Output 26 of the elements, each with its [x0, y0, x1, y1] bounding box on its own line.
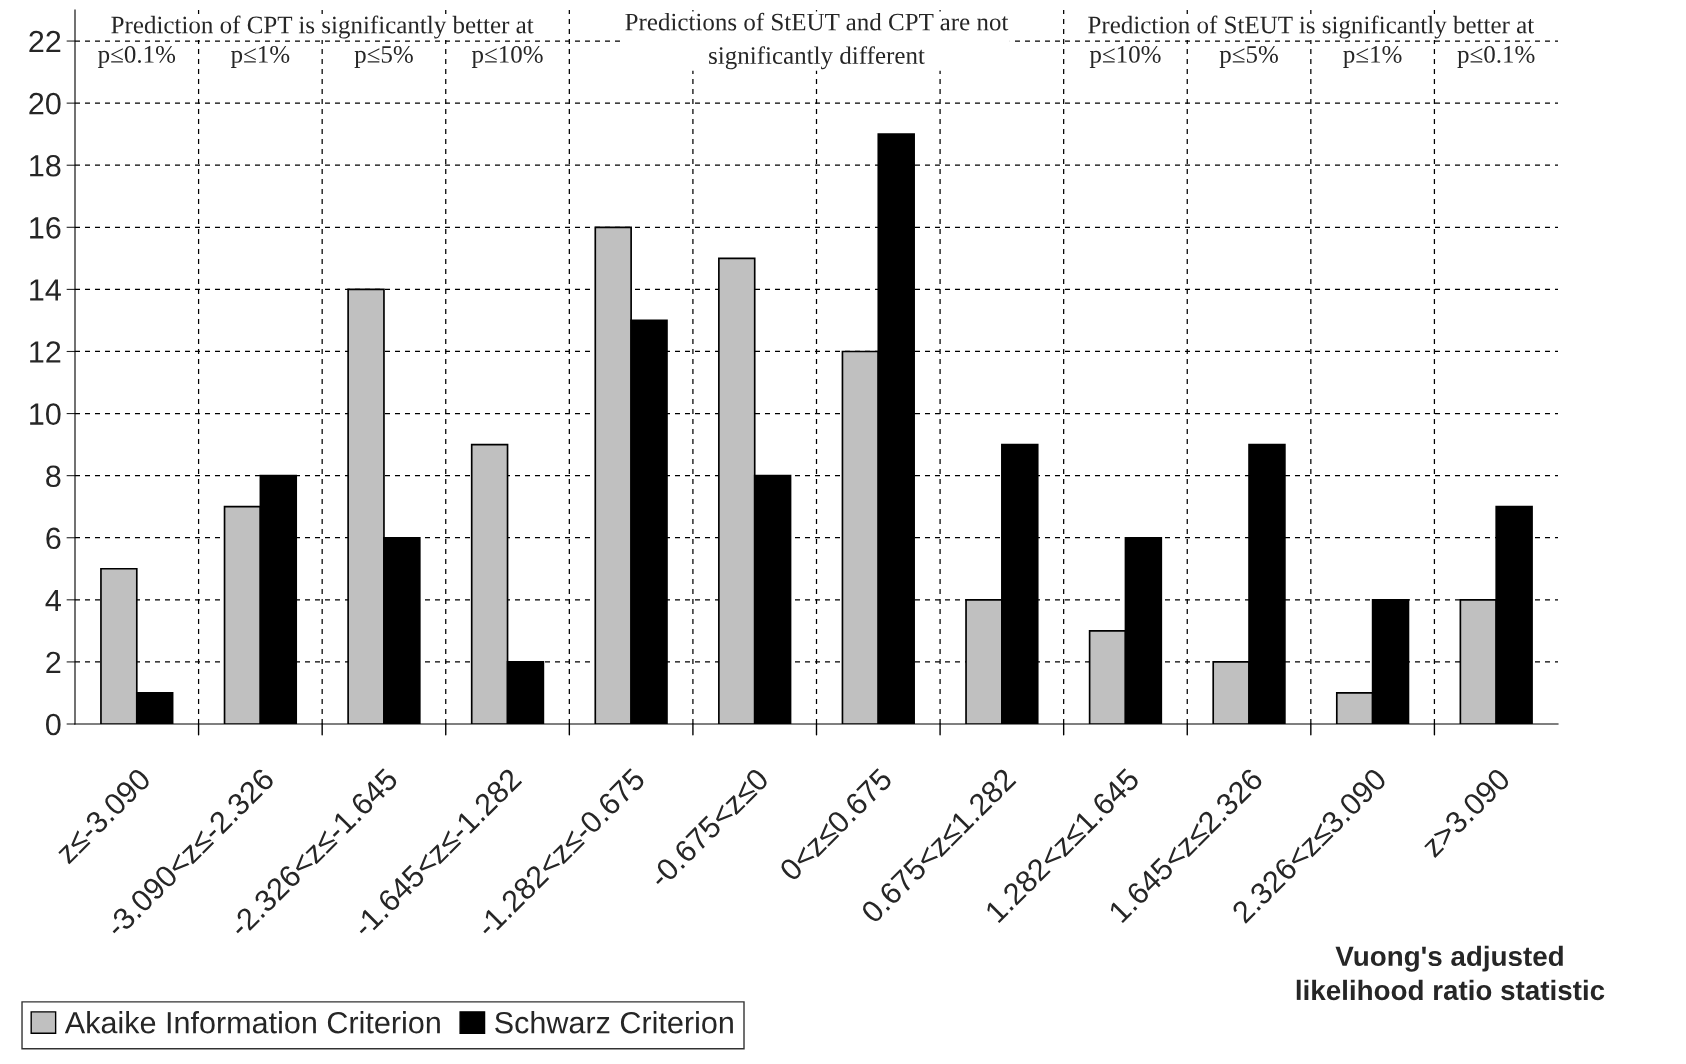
y-tick-label: 22	[29, 30, 61, 53]
y-tick-label: 14	[30, 279, 61, 301]
y-tick-label: 12	[30, 341, 61, 363]
y-tick-label: 2	[46, 651, 61, 673]
y-tick-label: 18	[30, 154, 61, 177]
annotation: Prediction of StEUT is significantly better at	[1088, 15, 1535, 39]
annotation: p≤5%	[354, 45, 413, 68]
y-tick-label: 16	[30, 217, 61, 239]
annotation: Predictions of StEUT and CPT are not significantly different	[625, 12, 1009, 70]
x-axis-title: Vuong's adjusted likelihood ratio statistic	[1296, 945, 1605, 1001]
annotation: p≤1%	[231, 45, 290, 68]
y-tick-label: 0	[46, 713, 61, 736]
y-tick-label: 6	[46, 527, 61, 550]
annotation: p≤5%	[1219, 45, 1278, 68]
y-tick-label: 10	[30, 403, 61, 425]
legend-label: Akaike Information Criterion	[64, 1011, 440, 1034]
annotation: p≤0.1%	[1457, 45, 1535, 68]
annotation: p≤0.1%	[98, 45, 176, 68]
annotation: Prediction of CPT is significantly better at	[111, 15, 534, 39]
y-tick-label: 20	[29, 92, 61, 115]
y-tick-label: 4	[45, 589, 61, 611]
annotation: p≤10%	[471, 45, 543, 68]
legend-label: Schwarz Criterion	[495, 1011, 733, 1034]
annotation: p≤10%	[1089, 45, 1161, 68]
annotation: p≤1%	[1343, 45, 1402, 68]
y-tick-label: 8	[46, 465, 61, 488]
